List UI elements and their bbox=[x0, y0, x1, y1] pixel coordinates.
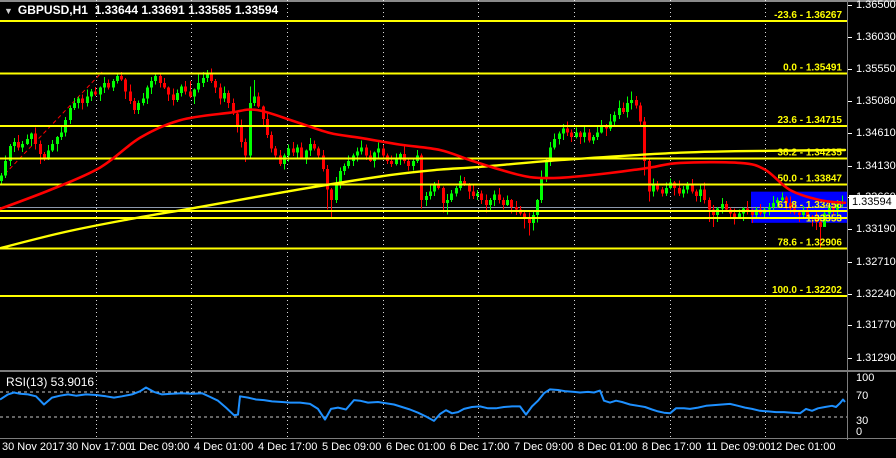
price-axis-label: 1.31770 bbox=[856, 319, 896, 332]
rsi-axis-label: 30 bbox=[856, 415, 869, 427]
price-axis-label: 1.36030 bbox=[856, 30, 896, 43]
price-axis-label: 1.33190 bbox=[856, 223, 896, 236]
time-axis-label: 4 Dec 01:00 bbox=[194, 441, 254, 453]
price-axis-tick bbox=[848, 133, 852, 135]
price-axis-tick bbox=[848, 357, 852, 359]
price-axis-label: 1.34130 bbox=[856, 159, 896, 172]
chart-title-bar: ▼ GBPUSD,H1 1.33644 1.33691 1.33585 1.335… bbox=[4, 3, 278, 17]
price-axis-label: 1.36500 bbox=[856, 0, 896, 11]
price-axis-tick bbox=[848, 5, 852, 6]
time-axis[interactable]: 30 Nov 2017 30 Nov 17:00 1 Dec 09:00 4 Dec … bbox=[0, 441, 896, 457]
price-axis-tick bbox=[848, 36, 852, 38]
symbol-period-label: GBPUSD,H1 bbox=[17, 3, 88, 17]
fib-level-label: 0.0 - 1.35491 bbox=[783, 62, 842, 73]
panel-splitter[interactable] bbox=[0, 370, 896, 372]
time-axis-label: 8 Dec 17:00 bbox=[642, 441, 702, 453]
price-axis-tick bbox=[848, 293, 852, 295]
price-axis-tick bbox=[848, 69, 852, 71]
fib-level-label: -23.6 - 1.36267 bbox=[774, 10, 842, 21]
price-axis-label: 1.32240 bbox=[856, 287, 896, 300]
ohlc-low: 1.33585 bbox=[188, 3, 232, 17]
price-axis-label: 1.35550 bbox=[856, 63, 896, 76]
time-axis-label: 11 Dec 09:00 bbox=[706, 441, 771, 453]
time-axis-label: 30 Nov 2017 bbox=[2, 441, 65, 453]
horizontal-line-label: 1.33353 bbox=[806, 214, 843, 225]
price-axis-tick bbox=[848, 165, 852, 167]
fib-level-label: 78.6 - 1.32906 bbox=[778, 237, 843, 248]
rsi-axis-label: 100 bbox=[856, 372, 875, 384]
price-axis-label: 1.32710 bbox=[856, 255, 896, 268]
time-axis-label: 12 Dec 01:00 bbox=[770, 441, 836, 453]
yellow-ma-line[interactable] bbox=[0, 148, 847, 250]
rsi-indicator-canvas[interactable] bbox=[0, 372, 847, 438]
ohlc-high: 1.33691 bbox=[141, 3, 185, 17]
time-axis-label: 1 Dec 09:00 bbox=[130, 441, 190, 453]
price-axis-tick bbox=[848, 261, 852, 263]
time-axis-label: 6 Dec 01:00 bbox=[386, 441, 446, 453]
red-ma-line[interactable] bbox=[0, 108, 847, 211]
price-axis-label: 1.35080 bbox=[856, 95, 896, 108]
fib-level-label: 38.2 - 1.34235 bbox=[778, 147, 843, 158]
fib-level-label: 23.6 - 1.34715 bbox=[778, 115, 843, 126]
price-axis-tick bbox=[848, 229, 852, 231]
time-axis-label: 6 Dec 17:00 bbox=[450, 441, 510, 453]
time-axis-label: 7 Dec 09:00 bbox=[514, 441, 574, 453]
chart-triangle-icon: ▼ bbox=[4, 6, 13, 16]
price-axis-separator bbox=[847, 0, 848, 440]
current-price-box: 1.33594 bbox=[849, 194, 896, 209]
rsi-axis-label: 0 bbox=[856, 426, 863, 438]
price-axis-label: 1.34610 bbox=[856, 127, 896, 140]
fib-level-label: 50.0 - 1.33847 bbox=[778, 174, 843, 185]
rsi-line bbox=[0, 386, 846, 422]
window-top-border bbox=[0, 0, 896, 2]
price-axis-tick bbox=[848, 325, 852, 327]
ohlc-open: 1.33644 bbox=[94, 3, 138, 17]
price-chart-canvas[interactable]: -23.6 - 1.36267 0.0 - 1.35491 23.6 - 1.347… bbox=[0, 0, 847, 370]
time-axis-label: 30 Nov 17:00 bbox=[66, 441, 132, 453]
price-axis-label: 1.31290 bbox=[856, 351, 896, 364]
fibonacci-retracement[interactable]: -23.6 - 1.36267 0.0 - 1.35491 23.6 - 1.347… bbox=[0, 10, 847, 298]
rsi-axis-label: 70 bbox=[856, 390, 869, 402]
fib-level-label: 100.0 - 1.32202 bbox=[772, 285, 842, 296]
time-axis-label: 8 Dec 01:00 bbox=[578, 441, 638, 453]
fib-level-label: 61.8 - 1.33458 bbox=[778, 200, 843, 211]
rsi-value-label: RSI(13) 53.9016 bbox=[6, 375, 95, 389]
time-axis-label: 5 Dec 09:00 bbox=[322, 441, 382, 453]
time-axis-label: 4 Dec 17:00 bbox=[258, 441, 318, 453]
price-axis-tick bbox=[848, 101, 852, 103]
time-axis-divider bbox=[0, 438, 896, 439]
ohlc-close: 1.33594 bbox=[234, 3, 279, 17]
